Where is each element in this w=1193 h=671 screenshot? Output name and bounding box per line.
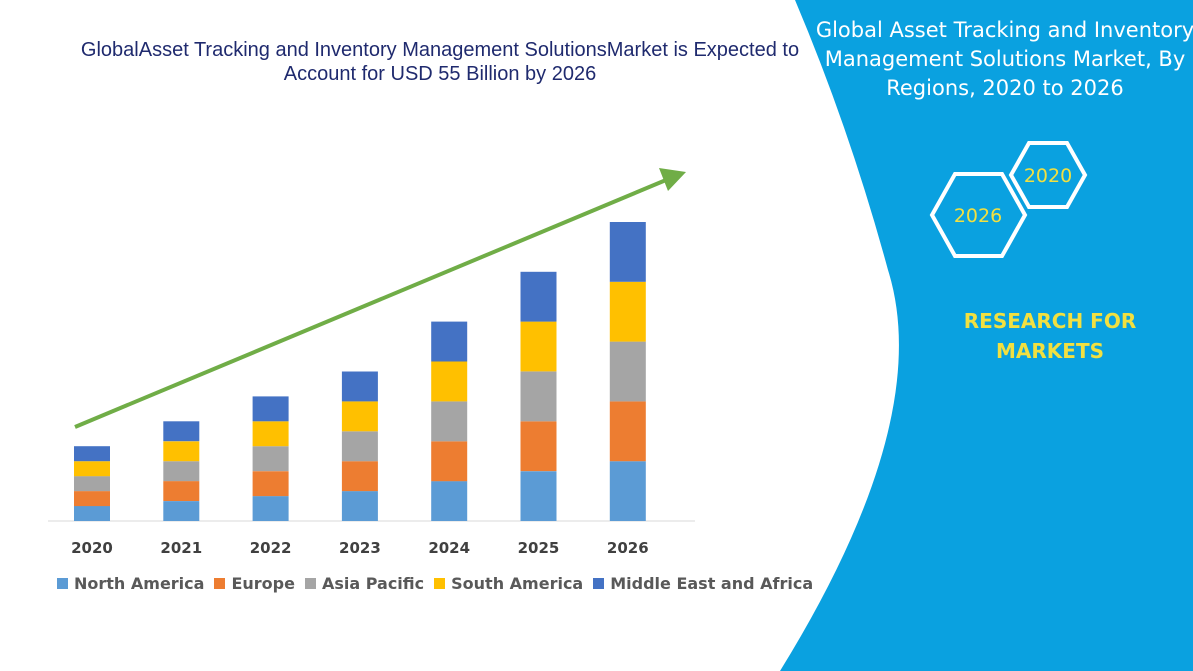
bar-segment-2020-series-4 <box>74 446 110 462</box>
bar-segment-2020-series-0 <box>74 506 110 521</box>
hex-badge-2020: 2020 <box>1008 141 1088 209</box>
panel-title: Global Asset Tracking and Inventory Mana… <box>815 18 1193 100</box>
bar-segment-2021-series-4 <box>163 421 200 442</box>
bar-segment-2023-series-4 <box>341 371 378 402</box>
legend-label: Asia Pacific <box>321 574 425 593</box>
bar-segment-2023-series-2 <box>341 431 378 462</box>
bar-segment-2021-series-2 <box>163 461 200 482</box>
bar-segment-2025-series-4 <box>520 271 557 322</box>
legend-item-south-america: South America <box>434 574 583 593</box>
x-tick-labels: 2020 2021 2022 2023 2024 2025 2026 <box>71 539 649 557</box>
bar-segment-2024-series-3 <box>431 361 468 402</box>
legend-label: South America <box>451 574 584 593</box>
bar-segment-2021-series-3 <box>163 441 200 462</box>
bar-segment-2023-series-3 <box>341 401 378 432</box>
bar-segment-2024-series-0 <box>431 481 468 521</box>
bar-segment-2026-series-3 <box>609 281 646 342</box>
legend-swatch <box>434 578 446 589</box>
bar-segment-2025-series-0 <box>520 471 557 521</box>
legend-swatch <box>214 578 226 589</box>
bar-segment-2020-series-3 <box>74 461 110 477</box>
bars-layer <box>74 222 646 521</box>
bar-segment-2022-series-0 <box>252 496 289 521</box>
bar-segment-2022-series-3 <box>252 421 289 447</box>
bar-segment-2024-series-4 <box>431 321 468 362</box>
x-tick-label-2022: 2022 <box>250 539 292 557</box>
x-tick-label-2026: 2026 <box>607 539 649 557</box>
x-tick-label-2025: 2025 <box>518 539 560 557</box>
bar-segment-2022-series-2 <box>252 446 289 472</box>
x-tick-label-2023: 2023 <box>339 539 381 557</box>
bar-segment-2026-series-4 <box>609 222 646 282</box>
x-tick-label-2024: 2024 <box>428 539 470 557</box>
chart-title: GlobalAsset Tracking and Inventory Manag… <box>80 39 800 85</box>
bar-segment-2025-series-1 <box>520 421 557 472</box>
bar-segment-2026-series-0 <box>609 461 646 521</box>
bar-segment-2021-series-0 <box>163 501 200 521</box>
legend-item-europe: Europe <box>214 574 295 593</box>
legend-item-middle-east-and-africa: Middle East and Africa <box>593 574 813 593</box>
bar-segment-2025-series-2 <box>520 371 557 422</box>
bar-segment-2026-series-1 <box>609 401 646 462</box>
hex-badge-2026-label: 2026 <box>954 205 1002 227</box>
bar-segment-2022-series-1 <box>252 471 289 497</box>
bar-segment-2024-series-1 <box>431 441 468 482</box>
chart-legend: North America Europe Asia Pacific South … <box>57 574 823 593</box>
legend-swatch <box>57 578 68 589</box>
hex-badge-2020-label: 2020 <box>1024 165 1072 187</box>
side-panel-background <box>780 0 1193 671</box>
hex-badge-2026: 2026 <box>929 172 1028 258</box>
legend-label: North America <box>74 574 205 593</box>
x-tick-label-2020: 2020 <box>71 539 113 557</box>
bar-segment-2023-series-1 <box>341 461 378 492</box>
bar-segment-2020-series-1 <box>74 491 110 507</box>
legend-item-asia-pacific: Asia Pacific <box>304 574 425 593</box>
brand-name: RESEARCH FOR MARKETS <box>963 309 1137 363</box>
bar-segment-2024-series-2 <box>431 401 468 442</box>
bar-segment-2023-series-0 <box>341 491 378 521</box>
legend-item-north-america: North America <box>57 574 204 593</box>
legend-swatch <box>304 578 316 589</box>
x-tick-label-2021: 2021 <box>160 539 202 557</box>
bar-segment-2022-series-4 <box>252 396 289 422</box>
bar-segment-2021-series-1 <box>163 481 200 501</box>
bar-segment-2020-series-2 <box>74 476 110 492</box>
legend-label: Europe <box>231 574 295 593</box>
bar-segment-2025-series-3 <box>520 321 557 372</box>
legend-swatch <box>593 578 605 589</box>
legend-label: Middle East and Africa <box>610 574 814 593</box>
trend-arrow <box>74 168 686 429</box>
bar-segment-2026-series-2 <box>609 341 646 402</box>
